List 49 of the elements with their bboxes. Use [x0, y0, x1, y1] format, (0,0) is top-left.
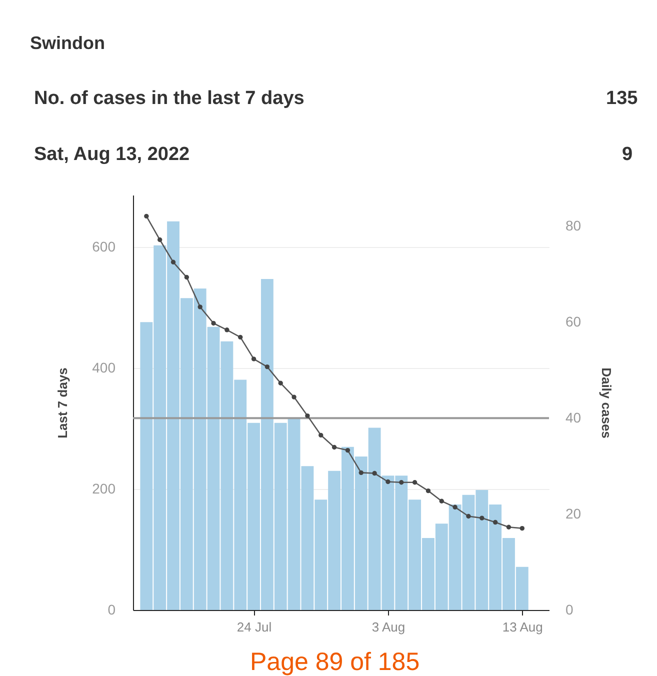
text: No. of cases in the last 7 days: [34, 88, 304, 110]
point: [278, 380, 283, 386]
point: [264, 364, 270, 370]
point: [184, 274, 190, 280]
x-tick-label: 13 Aug: [502, 620, 543, 634]
y-tick-label: 0: [108, 602, 116, 618]
text: 9: [622, 144, 633, 166]
y2-tick-label: 60: [566, 314, 582, 330]
y2-axis-title: Daily cases: [599, 368, 614, 438]
chart-title: Swindon: [30, 33, 105, 54]
x-tick-label: 24 Jul: [236, 620, 272, 634]
point: [399, 480, 404, 485]
point: [144, 214, 149, 219]
point: [506, 524, 512, 530]
y-tick-label: 600: [92, 238, 116, 255]
y-axis-title: Last 7 days: [55, 368, 70, 438]
y-tick-label: 400: [92, 360, 116, 376]
point: [318, 432, 324, 438]
x-tick-label: 3 Aug: [372, 620, 406, 634]
point: [305, 413, 310, 418]
point: [198, 304, 202, 310]
point: [439, 498, 444, 504]
point: [480, 516, 484, 520]
point: [170, 260, 176, 264]
y2-tick-label: 0: [566, 602, 574, 618]
point: [224, 328, 230, 332]
point: [358, 470, 364, 476]
text: Page 89 of 185: [250, 648, 420, 676]
y2-tick-label: 20: [566, 506, 582, 522]
point: [426, 488, 431, 494]
point: [345, 448, 350, 453]
point: [372, 470, 377, 476]
point: [452, 504, 458, 510]
y2-tick-label: 80: [566, 218, 582, 234]
point: [466, 514, 471, 519]
point: [412, 480, 418, 485]
point: [211, 320, 216, 326]
point: [238, 334, 243, 340]
point: [157, 237, 162, 242]
point: [251, 356, 256, 362]
point: [520, 526, 525, 531]
text: Sat, Aug 13, 2022: [34, 144, 190, 166]
point: [332, 444, 337, 450]
point: [492, 520, 498, 525]
y-tick-label: 200: [92, 480, 116, 497]
text: 135: [606, 88, 638, 110]
point: [386, 479, 390, 484]
point: [292, 394, 296, 400]
y2-tick-label: 40: [566, 410, 582, 426]
